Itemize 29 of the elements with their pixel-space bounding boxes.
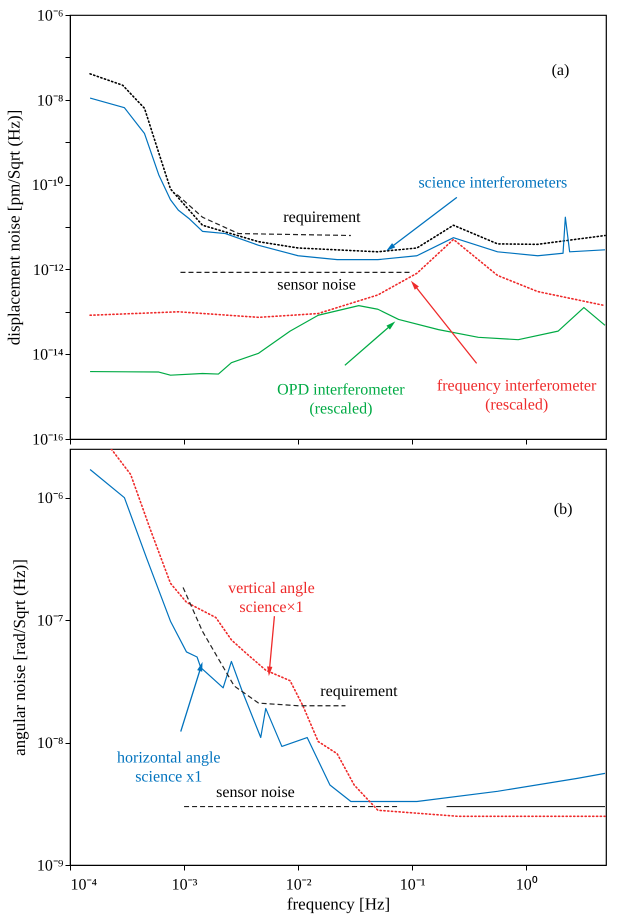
annotation: science interferometers (418, 174, 568, 192)
annotation: requirement (283, 209, 362, 226)
annotation: vertical angle science×1 (228, 580, 315, 616)
y-axis-title: angular noise [rad/Sqrt (Hz)] (10, 559, 29, 756)
annotation: (b) (554, 500, 572, 518)
y-tick-label: 10⁻⁶ (36, 490, 64, 508)
annotation: sensor noise (277, 276, 356, 294)
x-tick-label: 10⁻³ (172, 876, 198, 894)
y-axis-title: displacement noise [pm/Sqrt (Hz)] (4, 110, 24, 346)
annotation: sensor noise (216, 784, 295, 802)
y-tick-label: 10⁻¹² (32, 262, 64, 279)
y-tick-label: 10⁻⁹ (36, 858, 64, 874)
y-tick-label: 10⁻⁸ (36, 92, 64, 110)
annotation: (a) (552, 62, 570, 80)
x-axis-title: frequency [Hz] (286, 894, 390, 914)
y-tick-label: 10⁻¹⁶ (32, 432, 64, 448)
annotation: OPD interferometer (rescaled) (277, 381, 406, 418)
y-tick-label: 10⁻¹⁰ (32, 176, 64, 194)
x-tick-label: 10⁰ (516, 876, 538, 894)
y-tick-label: 10⁻⁶ (36, 8, 64, 24)
annotation: frequency interferometer (rescaled) (436, 377, 598, 414)
annotation: horizontal angle science x1 (116, 750, 220, 786)
x-tick-label: 10⁻¹ (400, 876, 426, 894)
y-tick-label: 10⁻¹⁴ (32, 346, 64, 364)
x-tick-label: 10⁻² (286, 876, 312, 894)
y-tick-label: 10⁻⁸ (36, 735, 64, 752)
x-tick-label: 10⁻⁴ (70, 876, 98, 894)
y-tick-label: 10⁻⁷ (36, 612, 64, 630)
annotation: requirement (320, 683, 398, 700)
